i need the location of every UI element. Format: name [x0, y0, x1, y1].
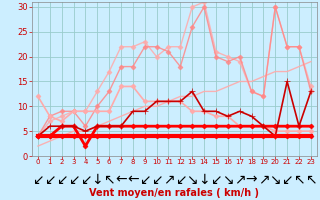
X-axis label: Vent moyen/en rafales ( km/h ): Vent moyen/en rafales ( km/h ): [89, 188, 260, 198]
